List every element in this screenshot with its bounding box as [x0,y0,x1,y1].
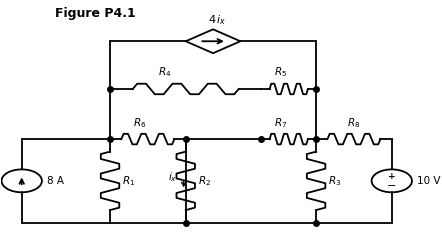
Text: Figure P4.1: Figure P4.1 [55,7,136,20]
Text: $i_x$: $i_x$ [168,170,177,184]
Text: $R_7$: $R_7$ [274,116,287,130]
Text: 8 A: 8 A [47,176,64,186]
Text: $R_3$: $R_3$ [328,174,341,188]
Text: $R_4$: $R_4$ [158,66,171,79]
Text: $R_5$: $R_5$ [274,66,287,79]
Text: $R_1$: $R_1$ [122,174,135,188]
Text: +: + [388,172,396,181]
Text: 10 V: 10 V [417,176,441,186]
Text: $R_2$: $R_2$ [198,174,210,188]
Text: $4\,i_x$: $4\,i_x$ [208,13,227,27]
Text: $R_6$: $R_6$ [133,116,146,130]
Text: $R_8$: $R_8$ [347,116,361,130]
Text: −: − [387,181,396,191]
